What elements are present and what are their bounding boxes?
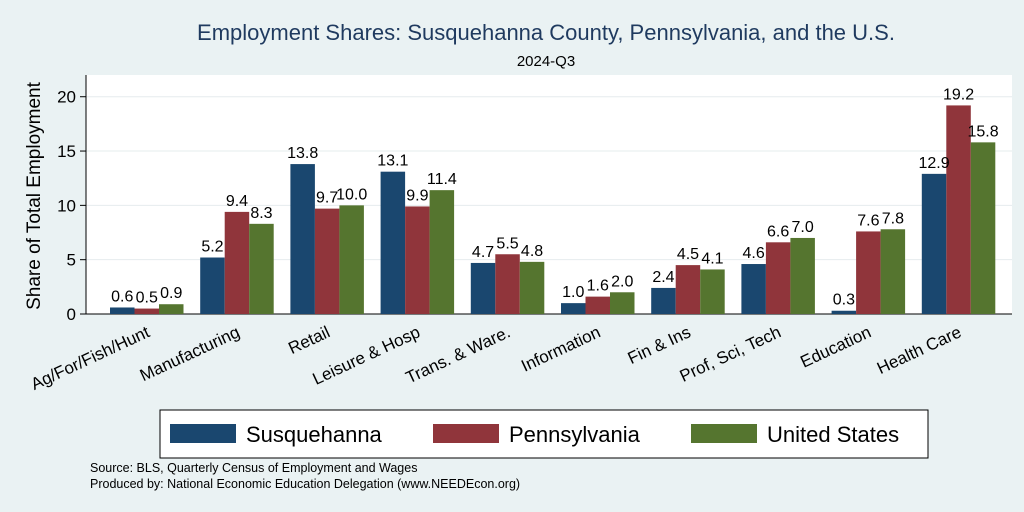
bar-united-states — [970, 142, 996, 314]
bar-susquehanna — [831, 310, 857, 314]
value-label: 0.9 — [160, 285, 182, 302]
produced-note: Produced by: National Economic Education… — [90, 477, 520, 491]
value-label: 5.5 — [496, 235, 518, 252]
legend-swatch-pennsylvania — [433, 424, 499, 443]
value-label: 4.5 — [677, 246, 699, 263]
value-label: 4.1 — [701, 250, 723, 267]
y-tick-label: 5 — [67, 251, 76, 270]
value-label: 19.2 — [943, 86, 974, 103]
value-label: 7.0 — [792, 219, 814, 236]
bar-susquehanna — [290, 164, 315, 314]
legend-box — [159, 409, 929, 459]
chart-title: Employment Shares: Susquehanna County, P… — [197, 20, 895, 45]
bar-susquehanna — [561, 303, 586, 314]
bar-susquehanna — [110, 307, 135, 314]
bar-pennsylvania — [856, 231, 881, 314]
bar-susquehanna — [741, 264, 766, 314]
bar-pennsylvania — [585, 296, 610, 314]
value-label: 8.3 — [250, 205, 272, 222]
legend-label-united-states: United States — [767, 422, 899, 447]
value-label: 0.5 — [136, 290, 158, 307]
y-tick-label: 20 — [57, 88, 76, 107]
bar-susquehanna — [921, 173, 947, 314]
bar-pennsylvania — [495, 254, 520, 314]
y-tick-label: 15 — [57, 142, 76, 161]
value-label: 5.2 — [201, 239, 223, 256]
category-label: Education — [797, 322, 874, 371]
value-label: 4.7 — [472, 244, 494, 261]
bar-pennsylvania — [946, 105, 971, 314]
value-label: 2.0 — [611, 273, 633, 290]
category-label: Information — [518, 322, 603, 375]
category-label: Health Care — [874, 322, 964, 378]
bar-united-states — [159, 304, 184, 314]
value-label: 13.8 — [287, 145, 318, 162]
value-label: 0.3 — [833, 292, 855, 309]
value-label: 9.4 — [226, 193, 248, 210]
legend-label-pennsylvania: Pennsylvania — [509, 422, 641, 447]
legend-swatch-susquehanna — [170, 424, 236, 443]
category-label: Fin & Ins — [625, 322, 694, 368]
bar-pennsylvania — [134, 308, 159, 314]
bar-united-states — [700, 269, 725, 314]
value-label: 4.8 — [521, 243, 543, 260]
legend: Susquehanna Pennsylvania United States — [159, 409, 929, 459]
bar-united-states — [339, 205, 364, 314]
bar-pennsylvania — [405, 206, 430, 314]
source-note: Source: BLS, Quarterly Census of Employm… — [90, 461, 417, 475]
value-label: 12.9 — [918, 155, 949, 172]
category-label: Ag/For/Fish/Hunt — [28, 322, 153, 394]
bar-united-states — [429, 190, 455, 314]
value-label: 2.4 — [652, 269, 674, 286]
value-label: 10.0 — [336, 186, 367, 203]
y-axis-label: Share of Total Employment — [24, 81, 45, 309]
value-label: 15.8 — [967, 123, 998, 140]
value-label: 9.9 — [406, 187, 428, 204]
value-label: 6.6 — [767, 223, 789, 240]
bar-pennsylvania — [224, 211, 250, 314]
bar-pennsylvania — [314, 208, 340, 314]
bar-united-states — [249, 223, 274, 314]
legend-label-susquehanna: Susquehanna — [246, 422, 383, 447]
value-label: 4.6 — [743, 245, 765, 262]
value-label: 7.8 — [882, 210, 904, 227]
bar-united-states — [610, 292, 635, 314]
bars — [110, 105, 996, 314]
bar-united-states — [519, 261, 545, 314]
category-label: Retail — [285, 322, 332, 358]
bar-united-states — [790, 237, 815, 314]
bar-pennsylvania — [675, 265, 701, 314]
bar-pennsylvania — [765, 242, 791, 314]
value-label: 11.4 — [427, 171, 457, 188]
value-label: 9.7 — [316, 190, 338, 207]
y-tick-label: 0 — [67, 305, 76, 324]
bar-susquehanna — [470, 262, 496, 314]
category-label: Manufacturing — [137, 322, 243, 385]
value-label: 1.0 — [562, 284, 584, 301]
bar-united-states — [880, 229, 906, 314]
value-labels: 0.6 0.5 0.9 5.2 9.48.3 13.8 9.710.0 13.1 9.911.4… — [111, 86, 999, 308]
bar-susquehanna — [200, 257, 225, 314]
value-label: 0.6 — [111, 288, 133, 305]
legend-swatch-united-states — [691, 424, 757, 443]
value-label: 1.6 — [587, 278, 609, 295]
bar-susquehanna — [651, 287, 676, 314]
value-label: 7.6 — [857, 212, 879, 229]
chart-subtitle: 2024-Q3 — [517, 53, 575, 70]
y-tick-label: 10 — [57, 196, 76, 215]
category-label: Prof, Sci, Tech — [677, 322, 784, 385]
value-label: 13.1 — [377, 153, 408, 170]
bar-susquehanna — [380, 171, 406, 314]
